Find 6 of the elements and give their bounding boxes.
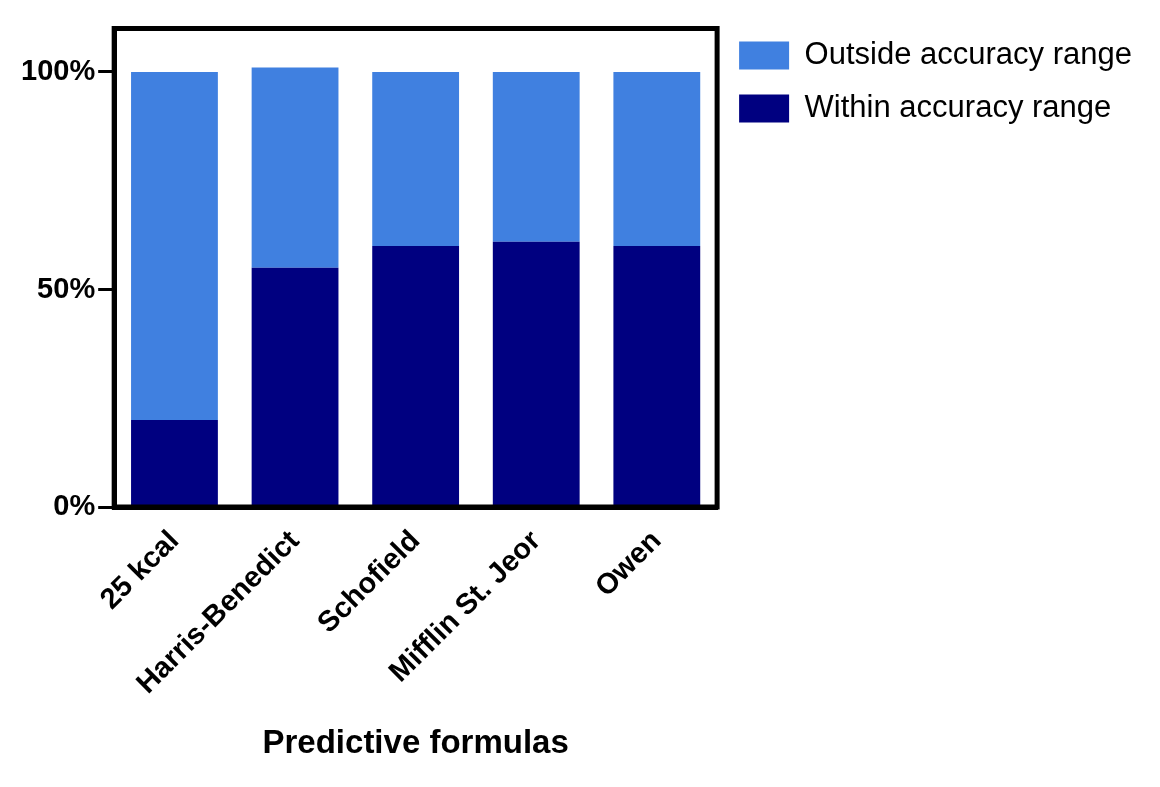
legend-label: Within accuracy range (804, 89, 1112, 125)
legend-label: Outside accuracy range (804, 36, 1133, 72)
x-axis-title: Predictive formulas (262, 723, 569, 761)
y-tick-label: 50% (37, 271, 96, 304)
y-tick-label: 0% (53, 489, 96, 522)
y-tick-label: 100% (21, 53, 96, 86)
